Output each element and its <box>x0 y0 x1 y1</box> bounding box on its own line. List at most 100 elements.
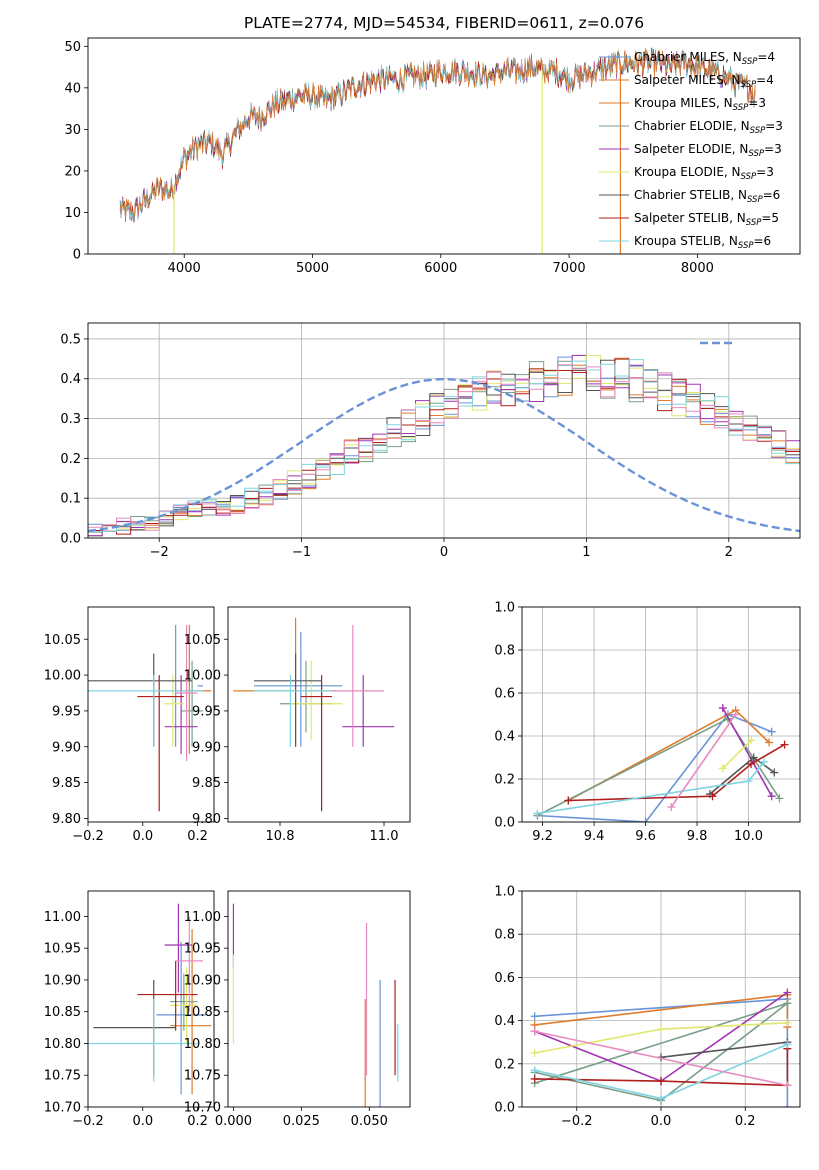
legend-suffix: =3 <box>764 142 782 156</box>
legend-entry: Kroupa MILES, NSSP=3 <box>634 96 766 113</box>
y-tick-label: 11.00 <box>44 910 81 925</box>
x-tick-label: 1 <box>582 545 590 560</box>
y-tick-label: 9.90 <box>52 740 81 755</box>
plus-marker <box>667 802 676 811</box>
plus-marker <box>744 777 753 786</box>
x-tick-label: 0.2 <box>187 1114 208 1129</box>
plus-marker <box>775 794 784 803</box>
plot-frame <box>87 37 801 255</box>
y-tick-label: 0.3 <box>60 412 81 427</box>
y-tick-label: 0 <box>73 248 81 263</box>
y-tick-label: 0.0 <box>494 816 515 831</box>
y-tick-label: 11.00 <box>184 910 221 925</box>
legend-text: Chabrier MILES, N <box>634 50 742 64</box>
legend-text: Salpeter MILES, N <box>634 73 741 87</box>
plus-marker <box>783 1040 792 1049</box>
mass-weight-series <box>722 707 773 797</box>
legend-suffix: =6 <box>763 188 781 202</box>
plus-marker <box>767 727 776 736</box>
y-tick-label: 0.4 <box>494 730 515 745</box>
mass-weight-series <box>567 709 770 802</box>
plot-frame <box>87 322 801 539</box>
figure-title: PLATE=2774, MJD=54534, FIBERID=0611, z=0… <box>244 14 644 32</box>
x-tick-label: 0.2 <box>735 1114 756 1129</box>
plot-frame <box>227 606 411 823</box>
y-tick-label: 10.85 <box>184 1005 221 1020</box>
x-tick-label: 9.2 <box>532 829 553 844</box>
panel-mass-vs-z: −0.2 0.0 0.2 10.70 10.75 10.80 10.85 10.90 10.95… <box>44 890 215 1129</box>
x-tick-label: 6000 <box>424 261 457 276</box>
plus-marker <box>657 1094 665 1103</box>
x-tick-label: 11.0 <box>370 829 399 844</box>
legend-subscript: SSP <box>733 103 749 113</box>
y-tick-label: 10.95 <box>184 942 221 957</box>
panel-massweight-vs-age: 9.2 9.4 9.6 9.8 10.0 0.0 0.2 0.4 0.6 0.8 1.0 <box>494 601 801 844</box>
legend-entry: Kroupa ELODIE, NSSP=3 <box>634 165 774 182</box>
x-tick-label: −1 <box>292 545 311 560</box>
x-tick-label: 9.6 <box>635 829 656 844</box>
legend-suffix: =3 <box>756 165 774 179</box>
y-tick-label: 10.80 <box>44 1037 81 1052</box>
plus-marker <box>530 1049 539 1057</box>
legend-entry: Chabrier MILES, NSSP=4 <box>634 50 775 67</box>
histogram-series <box>88 364 800 531</box>
y-tick-label: 0.4 <box>60 372 81 387</box>
y-tick-label: 0.6 <box>494 971 515 986</box>
y-tick-label: 0.5 <box>60 332 81 347</box>
legend-entry: Salpeter STELIB, NSSP=5 <box>634 211 779 228</box>
plus-marker <box>783 1018 792 1027</box>
plus-marker <box>708 792 717 801</box>
x-tick-label: 8000 <box>681 261 714 276</box>
plus-marker <box>533 809 542 818</box>
x-tick-label: 0.025 <box>283 1114 320 1129</box>
histogram-series <box>88 358 800 535</box>
mass-weight-series <box>534 1002 788 1102</box>
plus-marker <box>759 757 768 766</box>
spectrum-series-line <box>119 47 756 222</box>
y-tick-label: 30 <box>64 123 81 138</box>
legend-subscript: SSP <box>746 218 762 228</box>
legend-entry: Chabrier STELIB, NSSP=6 <box>634 188 780 205</box>
y-tick-label: 0.6 <box>494 687 515 702</box>
plus-marker <box>530 1066 539 1075</box>
plus-marker <box>783 988 792 997</box>
legend-suffix: =4 <box>757 50 775 64</box>
legend-entry: Kroupa STELIB, NSSP=6 <box>634 234 771 251</box>
plus-marker <box>641 818 650 822</box>
y-tick-label: 10 <box>64 206 81 221</box>
y-tick-label: 0.8 <box>494 928 515 943</box>
legend-entry: Salpeter ELODIE, NSSP=3 <box>634 142 782 159</box>
plus-marker <box>530 1074 539 1083</box>
panel-age-vs-z: −0.2 0.0 0.2 9.80 9.85 9.90 9.95 10.00 10.05 <box>44 606 215 844</box>
x-tick-label: 4000 <box>168 261 201 276</box>
legend-suffix: =6 <box>754 234 772 248</box>
y-tick-label: 9.80 <box>52 812 81 827</box>
x-tick-label: 10.0 <box>734 829 763 844</box>
plus-marker <box>530 1012 539 1021</box>
plus-marker <box>780 740 789 749</box>
legend-suffix: =4 <box>756 73 774 87</box>
y-tick-label: 1.0 <box>494 885 515 900</box>
legend-text: Chabrier ELODIE, N <box>634 119 750 133</box>
plot-frame <box>87 606 215 823</box>
y-tick-label: 10.85 <box>44 1005 81 1020</box>
x-tick-label: 9.4 <box>584 829 605 844</box>
y-tick-label: 10.80 <box>184 1037 221 1052</box>
plus-marker <box>749 753 758 762</box>
x-tick-label: −0.2 <box>72 1114 104 1129</box>
legend-subscript: SSP <box>742 57 758 67</box>
legend-entry: Salpeter MILES, NSSP=4 <box>634 73 774 90</box>
plus-marker <box>564 796 573 805</box>
legend-subscript: SSP <box>741 172 757 182</box>
plus-marker <box>765 738 774 747</box>
legend-text: Salpeter ELODIE, N <box>634 142 748 156</box>
mass-weight-series <box>534 1048 789 1087</box>
legend-entry: Chabrier ELODIE, NSSP=3 <box>634 119 783 136</box>
y-tick-label: 10.05 <box>184 633 221 648</box>
plus-marker <box>747 759 756 768</box>
plus-marker <box>767 792 776 801</box>
legend-suffix: =5 <box>761 211 779 225</box>
y-tick-label: 9.90 <box>192 740 221 755</box>
mass-weight-series <box>660 1041 788 1059</box>
x-tick-label: 0.0 <box>651 1114 672 1129</box>
